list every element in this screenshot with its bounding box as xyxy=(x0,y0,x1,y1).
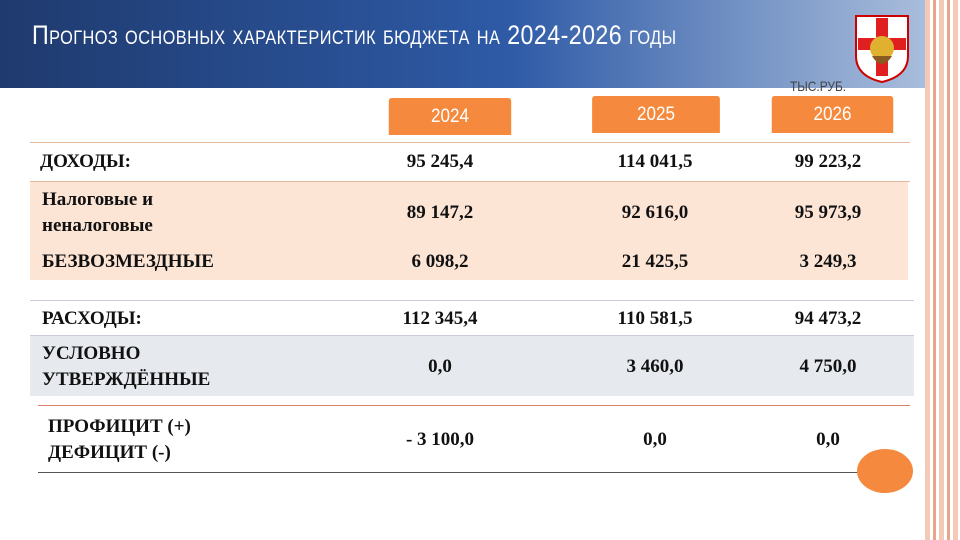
row-line xyxy=(30,335,914,336)
table-cell: 112 345,4 xyxy=(402,308,478,329)
table-cell: 114 041,5 xyxy=(617,151,693,172)
row-label-line: БЕЗВОЗМЕЗДНЫЕ xyxy=(42,251,214,272)
row-label-line: ДОХОДЫ: xyxy=(40,151,132,172)
row-label: ПРОФИЦИТ (+) ДЕФИЦИТ (-) xyxy=(48,414,191,466)
row-line xyxy=(38,405,910,406)
row-line xyxy=(30,142,910,143)
conditional-band xyxy=(30,336,914,396)
table-cell: 94 473,2 xyxy=(794,308,862,329)
row-label: УСЛОВНО УТВЕРЖДЁННЫЕ xyxy=(42,341,210,393)
row-label: ДОХОДЫ: xyxy=(40,149,131,175)
table-cell: 99 223,2 xyxy=(794,151,862,172)
table-cell: 95 973,9 xyxy=(794,202,862,223)
row-label: РАСХОДЫ: xyxy=(42,306,142,332)
row-label-line: неналоговые xyxy=(42,215,153,236)
table-cell: 95 245,4 xyxy=(406,151,474,172)
title-banner xyxy=(0,0,925,88)
table-cell: 89 147,2 xyxy=(406,202,474,223)
table-cell: 3 460,0 xyxy=(626,356,684,377)
side-stripes xyxy=(925,0,960,540)
table-cell: 4 750,0 xyxy=(799,356,857,377)
unit-label: ТЫС.РУБ. xyxy=(790,78,847,94)
row-label-line: ПРОФИЦИТ (+) xyxy=(48,416,191,437)
column-header: 2025 xyxy=(592,96,720,133)
row-line xyxy=(38,472,910,473)
row-label: БЕЗВОЗМЕЗДНЫЕ xyxy=(42,249,214,275)
column-header: 2026 xyxy=(771,96,894,133)
table-cell: 0,0 xyxy=(428,356,452,377)
table-cell: 92 616,0 xyxy=(621,202,689,223)
table-cell: - 3 100,0 xyxy=(405,429,475,450)
row-label-line: Налоговые и xyxy=(42,189,154,210)
table-cell: 0,0 xyxy=(816,429,840,450)
decor-circle xyxy=(857,449,913,493)
row-line xyxy=(30,300,914,301)
column-header: 2024 xyxy=(388,98,512,135)
table-cell: 6 098,2 xyxy=(411,251,469,272)
table-cell: 0,0 xyxy=(643,429,667,450)
table-cell: 21 425,5 xyxy=(621,251,689,272)
income-detail-band xyxy=(30,182,908,280)
table-cell: 3 249,3 xyxy=(799,251,857,272)
row-label-line: ДЕФИЦИТ (-) xyxy=(48,442,171,463)
slide-title: Прогноз основных характеристик бюджета н… xyxy=(32,20,677,50)
row-label-line: РАСХОДЫ: xyxy=(42,308,142,329)
row-label-line: УТВЕРЖДЁННЫЕ xyxy=(42,369,211,390)
row-line xyxy=(30,181,910,182)
table-cell: 110 581,5 xyxy=(617,308,693,329)
coat-of-arms xyxy=(855,15,909,84)
row-label: Налоговые и неналоговые xyxy=(42,187,153,239)
row-label-line: УСЛОВНО xyxy=(42,343,141,364)
